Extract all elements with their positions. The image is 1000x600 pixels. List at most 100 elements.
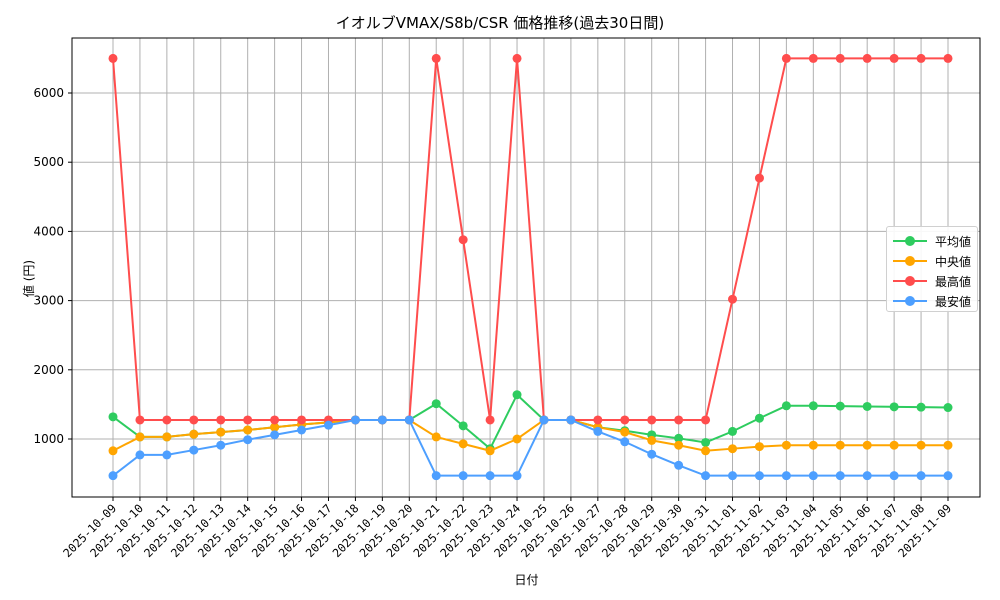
data-point <box>135 415 145 425</box>
data-point <box>593 426 603 436</box>
data-point <box>728 444 738 454</box>
data-point <box>485 471 495 481</box>
data-point <box>943 53 953 63</box>
data-point <box>647 449 657 459</box>
data-point <box>835 401 845 411</box>
data-point <box>916 53 926 63</box>
data-point <box>431 399 441 409</box>
data-point <box>835 471 845 481</box>
data-point <box>781 471 791 481</box>
data-point <box>620 427 630 437</box>
data-point <box>593 415 603 425</box>
data-point <box>701 471 711 481</box>
data-point <box>243 415 253 425</box>
data-point <box>701 437 711 447</box>
data-point <box>647 415 657 425</box>
data-point <box>243 425 253 435</box>
legend-marker-icon <box>893 231 927 251</box>
data-point <box>108 53 118 63</box>
series-line <box>108 53 953 425</box>
data-point <box>862 471 872 481</box>
legend-marker-icon <box>893 291 927 311</box>
data-point <box>243 435 253 445</box>
legend-label: 最高値 <box>935 274 972 289</box>
data-point <box>862 401 872 411</box>
data-point <box>297 425 307 435</box>
data-point <box>458 439 468 449</box>
data-point <box>781 401 791 411</box>
data-point <box>323 420 333 430</box>
legend-item: 平均値 <box>893 231 971 251</box>
data-point <box>350 415 360 425</box>
data-point <box>485 415 495 425</box>
data-point <box>431 471 441 481</box>
data-point <box>754 471 764 481</box>
data-point <box>728 294 738 304</box>
data-point <box>943 403 953 413</box>
data-point <box>647 435 657 445</box>
data-point <box>835 53 845 63</box>
data-point <box>701 415 711 425</box>
chart-title: イオルブVMAX/S8b/CSR 価格推移(過去30日間) <box>335 14 665 32</box>
legend-marker-icon <box>893 271 927 291</box>
y-tick-label: 6000 <box>33 86 64 100</box>
y-tick-label: 4000 <box>33 224 64 238</box>
data-point <box>189 429 199 439</box>
data-point <box>754 413 764 423</box>
data-point <box>539 415 549 425</box>
data-point <box>108 471 118 481</box>
data-point <box>916 402 926 412</box>
data-point <box>270 422 280 432</box>
y-tick-label: 2000 <box>33 363 64 377</box>
data-point <box>620 437 630 447</box>
data-point <box>754 442 764 452</box>
data-point <box>162 432 172 442</box>
data-point <box>701 446 711 456</box>
data-point <box>431 53 441 63</box>
data-point <box>781 440 791 450</box>
data-point <box>943 440 953 450</box>
legend-marker-icon <box>893 251 927 271</box>
legend-label: 平均値 <box>935 234 972 249</box>
data-point <box>674 415 684 425</box>
data-point <box>889 53 899 63</box>
data-point <box>431 432 441 442</box>
data-point <box>862 53 872 63</box>
y-tick-label: 5000 <box>33 155 64 169</box>
data-point <box>270 430 280 440</box>
data-point <box>862 440 872 450</box>
legend: 平均値 中央値 最高値 最安値 <box>886 226 978 312</box>
data-point <box>674 440 684 450</box>
data-point <box>216 440 226 450</box>
data-point <box>377 415 387 425</box>
data-point <box>297 415 307 425</box>
legend-item: 最高値 <box>893 271 971 291</box>
data-point <box>135 432 145 442</box>
data-point <box>404 415 414 425</box>
data-point <box>108 412 118 422</box>
series-line <box>108 390 953 454</box>
data-point <box>889 440 899 450</box>
data-point <box>162 415 172 425</box>
data-point <box>728 471 738 481</box>
data-point <box>216 415 226 425</box>
data-point <box>458 471 468 481</box>
data-point <box>270 415 280 425</box>
y-tick-label: 1000 <box>33 432 64 446</box>
data-point <box>728 426 738 436</box>
data-point <box>808 471 818 481</box>
x-axis-label: 日付 <box>514 573 539 587</box>
data-point <box>162 450 172 460</box>
data-point <box>189 445 199 455</box>
legend-label: 中央値 <box>935 254 972 269</box>
data-point <box>808 440 818 450</box>
data-point <box>216 427 226 437</box>
data-point <box>108 446 118 456</box>
data-point <box>512 471 522 481</box>
data-point <box>943 471 953 481</box>
data-point <box>674 433 684 443</box>
data-point <box>512 53 522 63</box>
data-point <box>754 173 764 183</box>
data-point <box>889 471 899 481</box>
